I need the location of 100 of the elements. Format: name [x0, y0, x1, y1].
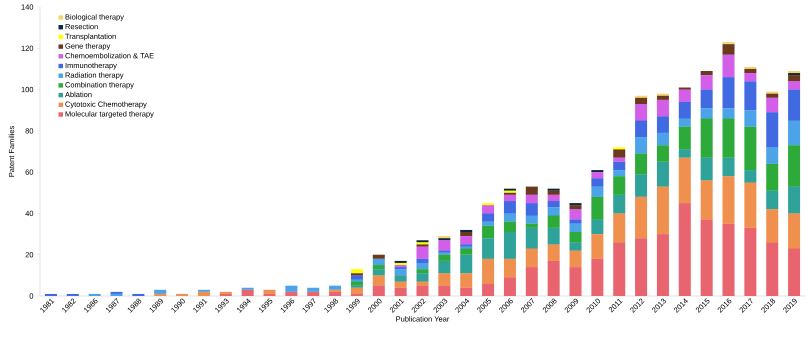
bar [416, 246, 429, 259]
bar [591, 178, 604, 187]
bar [613, 176, 626, 195]
bar [656, 96, 669, 100]
bar [285, 286, 298, 292]
bar [766, 164, 778, 191]
bar [788, 248, 800, 296]
bar [307, 288, 320, 292]
bar [766, 242, 778, 296]
bar [722, 118, 735, 158]
bar [285, 292, 298, 296]
bar [656, 116, 669, 133]
bar [438, 286, 450, 296]
bar [416, 262, 429, 270]
bar [482, 226, 494, 238]
bar [394, 282, 407, 288]
bar [678, 158, 691, 204]
bar [526, 203, 538, 216]
bar [656, 162, 669, 187]
bar [416, 286, 429, 296]
bar [482, 205, 494, 214]
bar [678, 203, 691, 296]
bar [526, 248, 538, 268]
bar [766, 190, 778, 210]
bar [744, 126, 756, 170]
bar [460, 230, 472, 232]
bar [788, 90, 800, 121]
bar [700, 90, 713, 108]
bar [678, 126, 691, 150]
bar [350, 282, 363, 286]
bar [766, 147, 778, 164]
bar [526, 228, 538, 249]
bar [504, 258, 516, 278]
bar [788, 120, 800, 146]
bar [678, 102, 691, 118]
bar [416, 282, 429, 286]
bar [460, 248, 472, 255]
bar [700, 70, 713, 76]
bar [656, 234, 669, 296]
bar [548, 260, 560, 296]
bar [700, 118, 713, 158]
bar [482, 258, 494, 284]
bar [372, 254, 385, 259]
bar [570, 267, 582, 296]
bar [350, 288, 363, 294]
bar [656, 145, 669, 162]
bar [635, 137, 648, 154]
bar [350, 275, 363, 280]
bar [613, 170, 626, 176]
bar [548, 201, 560, 208]
bar [613, 242, 626, 296]
bar [438, 240, 450, 251]
bar [788, 213, 800, 249]
bar [700, 180, 713, 220]
bar [394, 288, 407, 296]
bar [350, 269, 363, 274]
bar [570, 209, 582, 220]
bar [722, 77, 735, 108]
bar [788, 75, 800, 82]
bar [482, 222, 494, 226]
bar [394, 269, 407, 276]
bar [591, 220, 604, 234]
bar [744, 228, 756, 296]
bar [613, 162, 626, 170]
bar [198, 292, 210, 296]
bar [635, 98, 648, 104]
bar [482, 238, 494, 259]
bar [635, 196, 648, 238]
bar [570, 250, 582, 268]
bar [372, 275, 385, 286]
bar [635, 238, 648, 296]
bar [656, 132, 669, 146]
bar [394, 275, 407, 282]
bar [154, 290, 166, 294]
bar [635, 104, 648, 121]
bar [460, 254, 472, 274]
bar [788, 70, 800, 74]
bar [722, 158, 735, 176]
bar [438, 260, 450, 274]
bar [591, 234, 604, 259]
bar [372, 265, 385, 270]
bar [570, 242, 582, 251]
bar [744, 170, 756, 182]
bar [591, 186, 604, 197]
bar [700, 75, 713, 90]
bar [460, 236, 472, 244]
bar [504, 222, 516, 232]
bar [416, 269, 429, 274]
bar [394, 262, 407, 266]
bar [263, 290, 276, 294]
bar [744, 182, 756, 228]
bar [722, 54, 735, 78]
bar [744, 81, 756, 110]
bar [591, 172, 604, 178]
bar [329, 292, 342, 296]
bar [482, 284, 494, 296]
bar [613, 149, 626, 158]
bar [307, 292, 320, 296]
bar [329, 286, 342, 290]
bar [766, 94, 778, 98]
